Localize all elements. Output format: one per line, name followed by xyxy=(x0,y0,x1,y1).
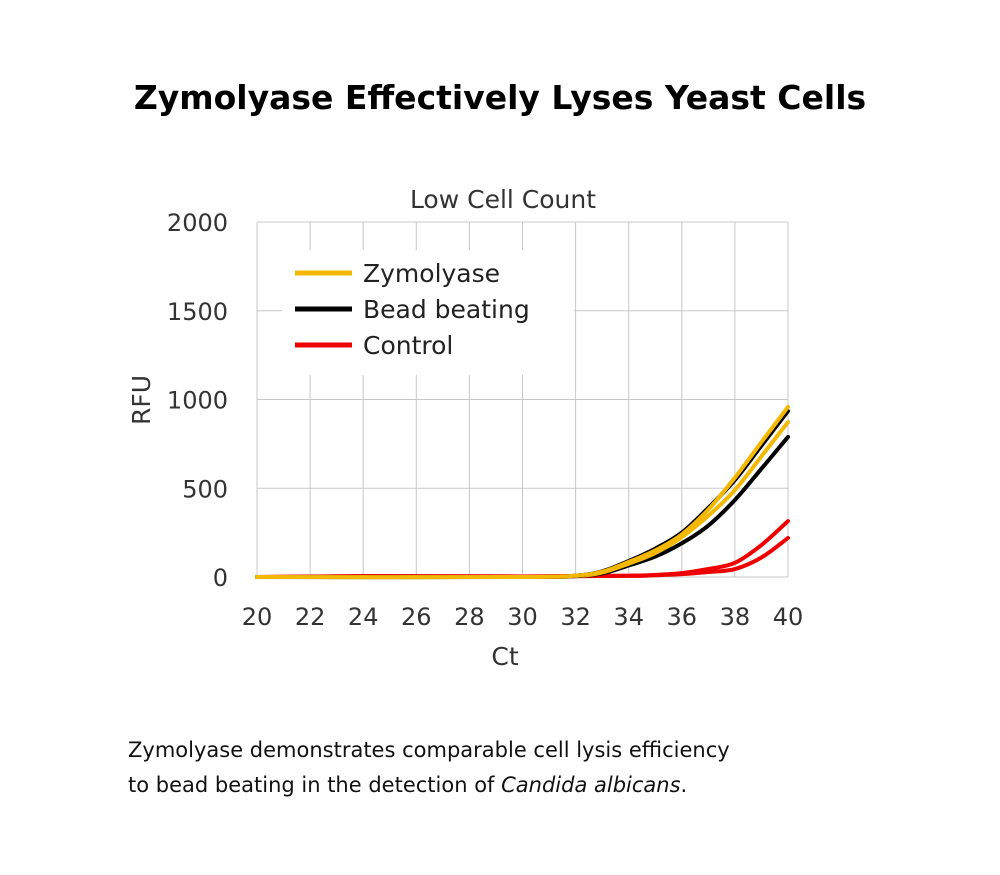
series-group xyxy=(255,404,790,580)
caption: Zymolyase demonstrates comparable cell l… xyxy=(128,733,730,803)
rfu-chart: Zymolyase Bead beating Control 20 22 24 26 28 3… xyxy=(127,185,803,671)
x-tick-label: 32 xyxy=(560,603,591,631)
x-tick-label: 40 xyxy=(773,603,804,631)
x-tick-label: 30 xyxy=(507,603,538,631)
legend-label: Zymolyase xyxy=(363,259,500,288)
x-tick-label: 38 xyxy=(720,603,751,631)
x-tick-label: 34 xyxy=(613,603,644,631)
y-tick-label: 1000 xyxy=(167,387,228,415)
page-title: Zymolyase Effectively Lyses Yeast Cells xyxy=(133,78,867,117)
tick-labels: 20 22 24 26 28 30 32 34 36 38 40 0 500 1000 1500 2000 xyxy=(167,209,803,631)
legend: Zymolyase Bead beating Control xyxy=(295,259,530,360)
legend-label: Control xyxy=(363,331,453,360)
chart-title: Low Cell Count xyxy=(410,185,596,214)
caption-period: . xyxy=(680,773,688,797)
x-tick-label: 26 xyxy=(401,603,432,631)
series-line-zymolyase xyxy=(255,404,790,580)
y-tick-label: 2000 xyxy=(167,209,228,237)
legend-label: Bead beating xyxy=(363,295,530,324)
y-tick-label: 500 xyxy=(182,475,228,503)
caption-line-1: Zymolyase demonstrates comparable cell l… xyxy=(128,738,730,762)
x-tick-label: 20 xyxy=(242,603,273,631)
caption-line-2: to bead beating in the detection of Cand… xyxy=(128,768,730,803)
y-tick-label: 0 xyxy=(213,564,228,592)
x-tick-label: 36 xyxy=(667,603,698,631)
species-name: Candida albicans xyxy=(501,773,681,797)
caption-text: to bead beating in the detection of xyxy=(128,773,502,797)
x-axis-label: Ct xyxy=(491,642,518,671)
y-tick-label: 1500 xyxy=(167,298,228,326)
x-tick-label: 24 xyxy=(348,603,379,631)
x-tick-label: 28 xyxy=(454,603,485,631)
y-axis-label: RFU xyxy=(127,375,156,425)
x-tick-label: 22 xyxy=(295,603,326,631)
